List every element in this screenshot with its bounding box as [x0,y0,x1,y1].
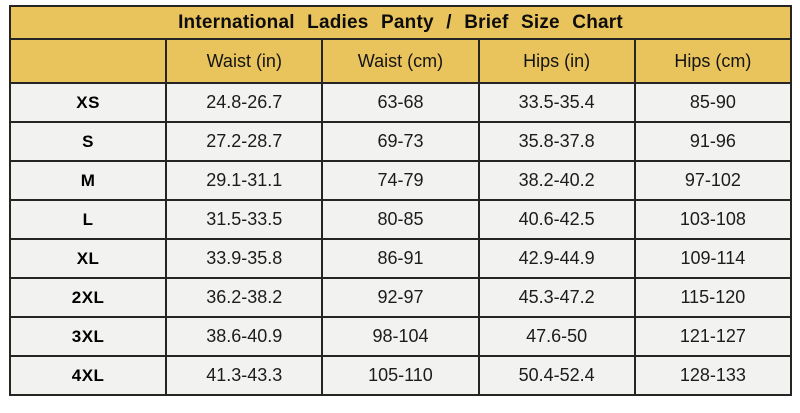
column-header-size [8,38,168,84]
waist-cm-value: 74-79 [321,160,480,201]
hips-in-value: 45.3-47.2 [477,277,636,318]
hips-cm-value: 115-120 [633,277,793,318]
waist-cm-value: 69-73 [321,121,480,162]
table-row: XS 24.8-26.7 63-68 33.5-35.4 85-90 [8,82,793,123]
hips-cm-value: 85-90 [633,82,793,123]
column-header-waist-in: Waist (in) [165,38,324,84]
hips-cm-value: 103-108 [633,199,793,240]
waist-in-value: 27.2-28.7 [165,121,324,162]
hips-in-value: 38.2-40.2 [477,160,636,201]
size-label: XS [8,82,168,123]
hips-in-value: 35.8-37.8 [477,121,636,162]
size-chart-table: International Ladies Panty / Brief Size … [8,5,793,396]
table-row: 4XL 41.3-43.3 105-110 50.4-52.4 128-133 [8,355,793,396]
table-row: 2XL 36.2-38.2 92-97 45.3-47.2 115-120 [8,277,793,318]
waist-cm-value: 92-97 [321,277,480,318]
size-label: XL [8,238,168,279]
size-label: 2XL [8,277,168,318]
title-row: International Ladies Panty / Brief Size … [9,5,792,40]
column-header-hips-cm: Hips (cm) [633,38,793,84]
column-header-hips-in: Hips (in) [477,38,636,84]
table-row: L 31.5-33.5 80-85 40.6-42.5 103-108 [8,199,793,240]
chart-title: International Ladies Panty / Brief Size … [9,5,792,40]
size-label: M [8,160,168,201]
waist-cm-value: 86-91 [321,238,480,279]
waist-in-value: 38.6-40.9 [165,316,324,357]
waist-cm-value: 63-68 [321,82,480,123]
hips-in-value: 42.9-44.9 [477,238,636,279]
column-header-row: Waist (in) Waist (cm) Hips (in) Hips (cm… [8,38,793,84]
table-row: 3XL 38.6-40.9 98-104 47.6-50 121-127 [8,316,793,357]
hips-cm-value: 128-133 [633,355,793,396]
hips-in-value: 33.5-35.4 [477,82,636,123]
waist-cm-value: 105-110 [321,355,480,396]
hips-in-value: 50.4-52.4 [477,355,636,396]
waist-in-value: 36.2-38.2 [165,277,324,318]
waist-in-value: 31.5-33.5 [165,199,324,240]
size-label: L [8,199,168,240]
hips-cm-value: 109-114 [633,238,793,279]
column-header-waist-cm: Waist (cm) [321,38,480,84]
hips-in-value: 47.6-50 [477,316,636,357]
waist-in-value: 33.9-35.8 [165,238,324,279]
table-row: XL 33.9-35.8 86-91 42.9-44.9 109-114 [8,238,793,279]
waist-cm-value: 80-85 [321,199,480,240]
size-label: 3XL [8,316,168,357]
waist-in-value: 41.3-43.3 [165,355,324,396]
hips-cm-value: 97-102 [633,160,793,201]
size-label: S [8,121,168,162]
waist-cm-value: 98-104 [321,316,480,357]
table-row: M 29.1-31.1 74-79 38.2-40.2 97-102 [8,160,793,201]
table-row: S 27.2-28.7 69-73 35.8-37.8 91-96 [8,121,793,162]
size-label: 4XL [8,355,168,396]
waist-in-value: 24.8-26.7 [165,82,324,123]
hips-cm-value: 121-127 [633,316,793,357]
hips-cm-value: 91-96 [633,121,793,162]
waist-in-value: 29.1-31.1 [165,160,324,201]
hips-in-value: 40.6-42.5 [477,199,636,240]
